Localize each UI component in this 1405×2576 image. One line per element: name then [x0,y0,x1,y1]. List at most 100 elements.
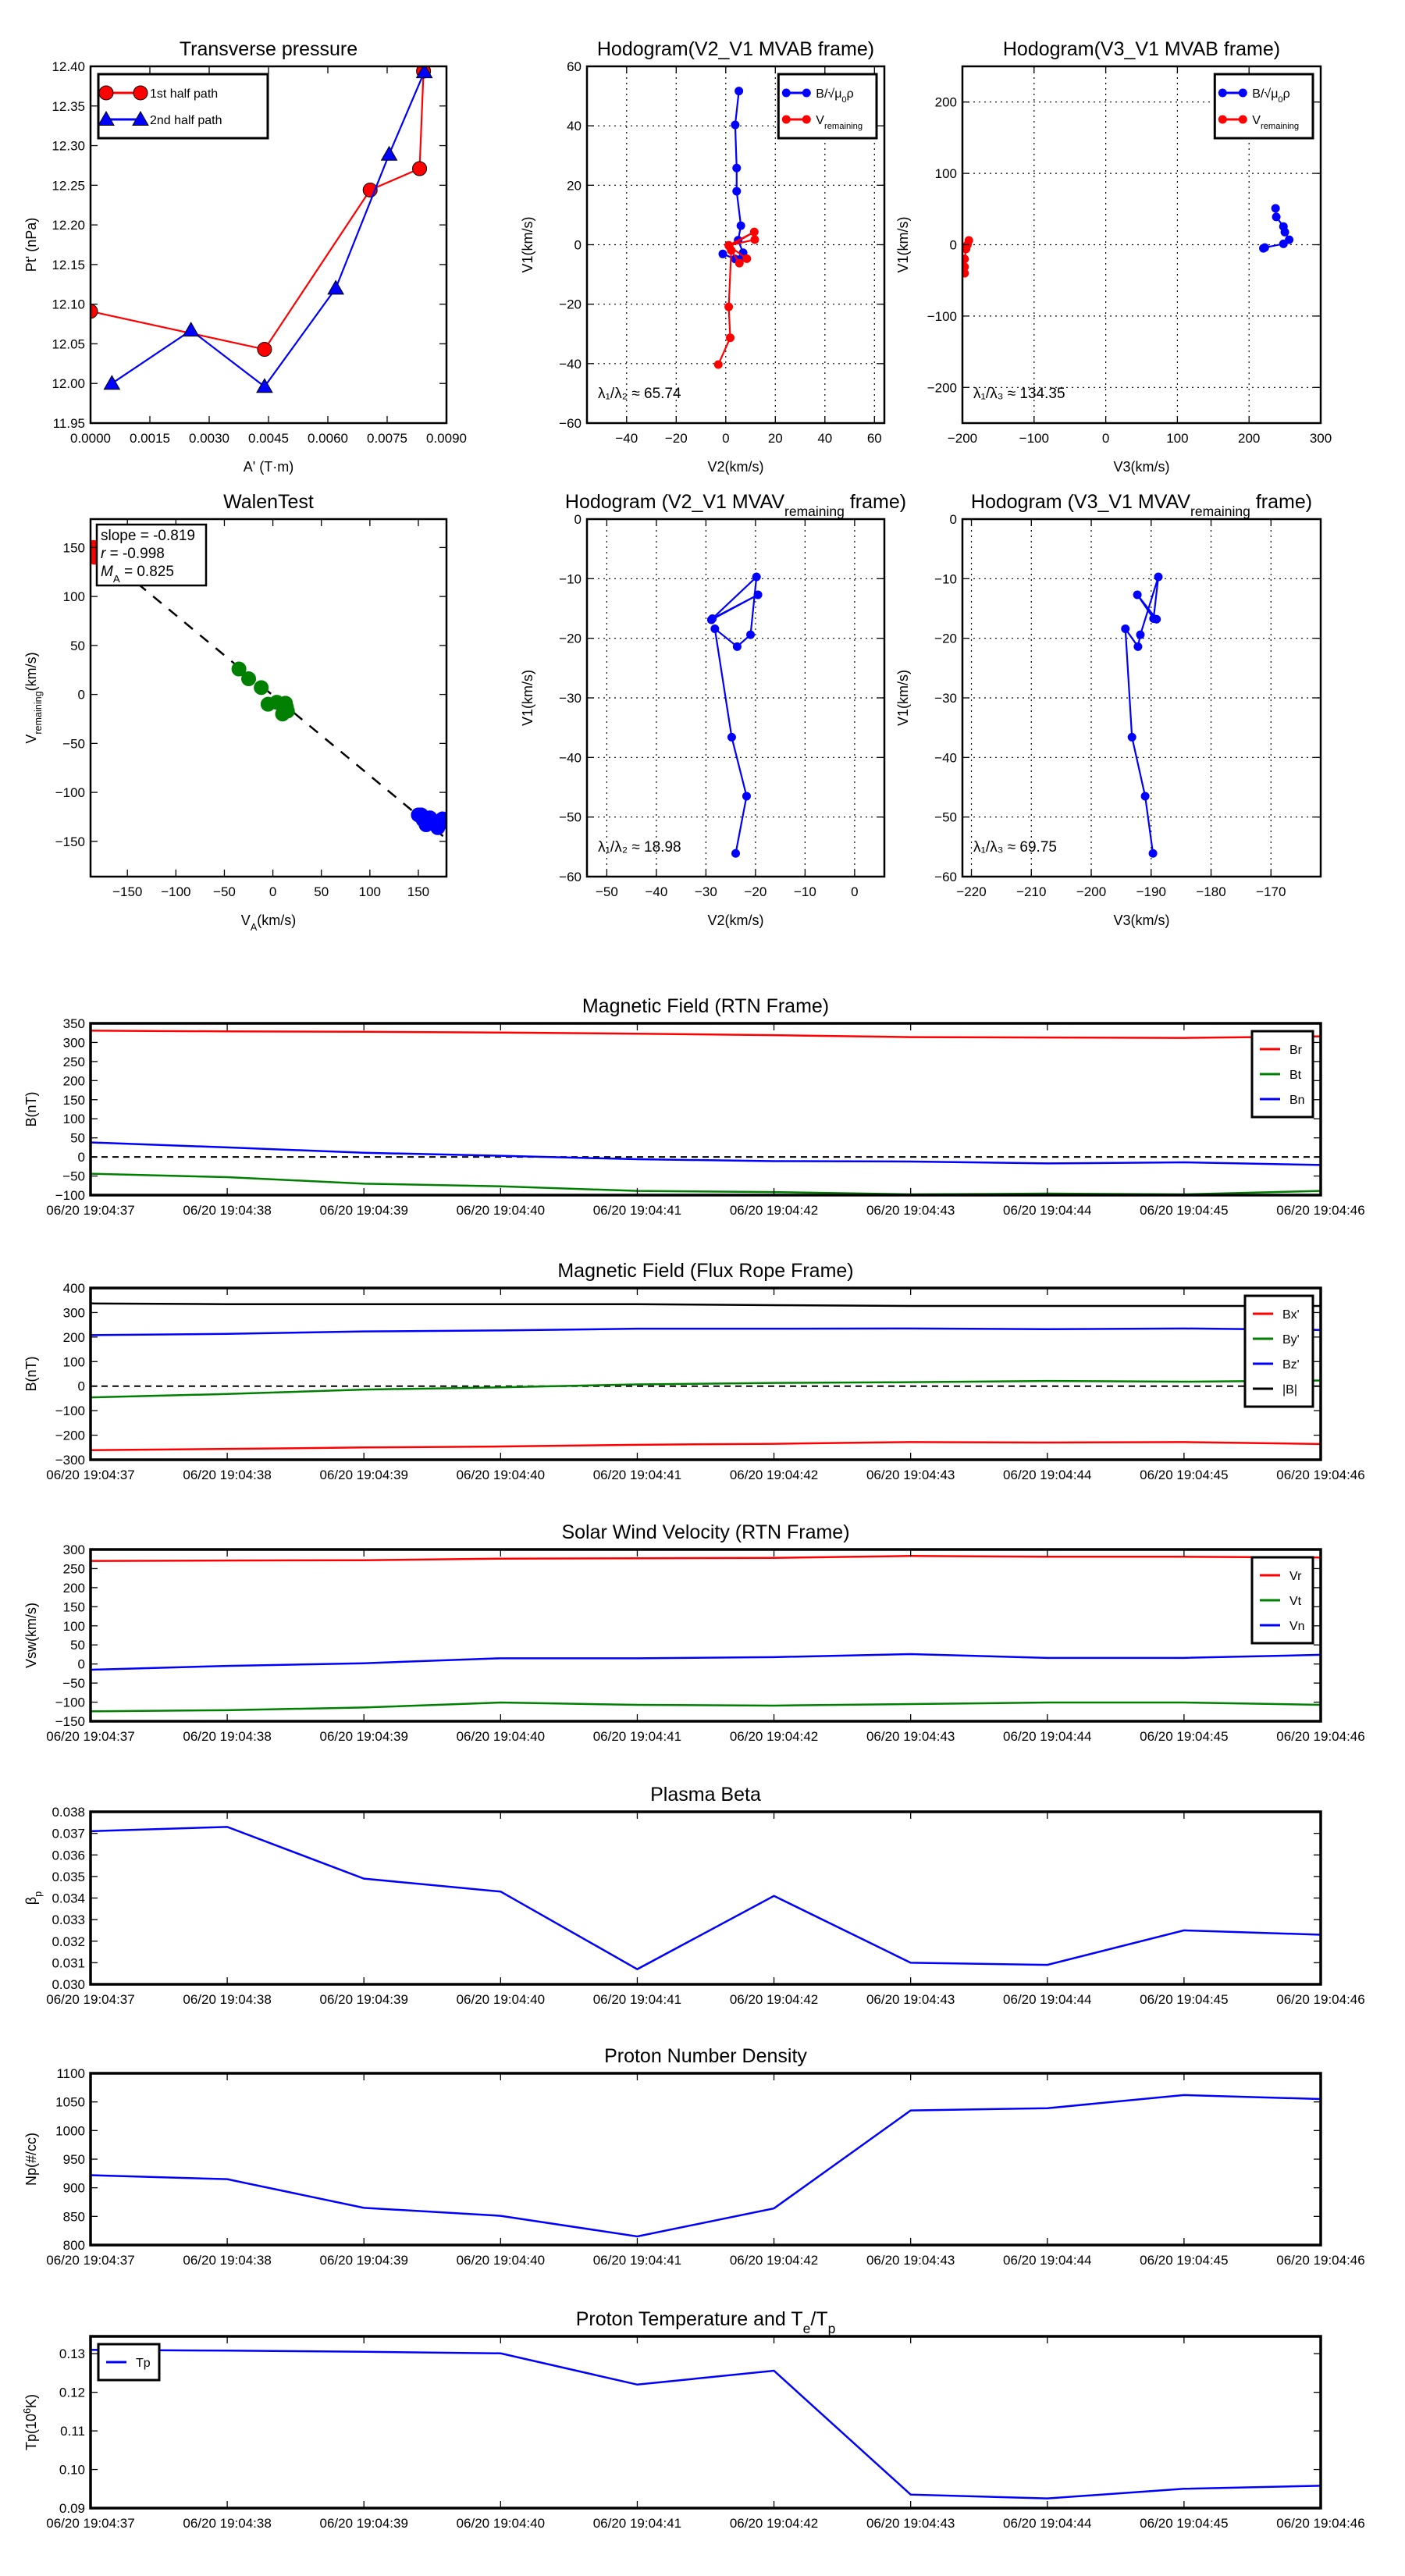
chart-title: Magnetic Field (Flux Rope Frame) [557,1260,853,1282]
y-tick-label: 200 [63,1581,85,1596]
data-point [412,161,428,176]
plot-frame [89,1810,1322,1986]
text-part: A [113,573,120,585]
y-tick-label: 0.031 [52,1955,85,1970]
chart-title: Hodogram (V3_V1 MVAVremaining frame) [971,491,1312,519]
y-axis-label: B(nT) [23,1092,39,1127]
stats-line: r = -0.998 [101,546,165,562]
data-point [1133,642,1143,651]
series-line-0 [1124,576,1160,854]
text-part: r [101,546,106,562]
y-tick-label: 0.12 [59,2386,85,2400]
plot-frame [961,518,1322,878]
x-tick-label: 06/20 19:04:41 [593,1468,681,1482]
chart-title: Hodogram(V2_V1 MVAB frame) [597,38,874,60]
legend-marker [781,88,791,98]
legend-marker [1238,115,1247,124]
legend-marker [1238,88,1247,98]
y-tick-label: 0 [78,688,85,703]
chart-title: Transverse pressure [180,38,357,60]
x-tick-label: −200 [948,431,977,446]
data-point [1279,239,1288,248]
x-axis-label: V2(km/s) [708,913,764,928]
y-tick-label: 12.40 [52,59,85,74]
legend-label: Vr [1289,1570,1302,1583]
chart-plasma-beta: 06/20 19:04:37 06/20 19:04:38 06/20 19:04:… [23,1784,1365,2007]
text-part: frame) [1250,491,1312,513]
x-tick-label: 06/20 19:04:46 [1276,1729,1364,1744]
chart-magnetic-field-flux-rope: 06/20 19:04:37 06/20 19:04:38 06/20 19:04:… [23,1260,1365,1482]
fit-line [91,543,446,840]
x-tick-label: 06/20 19:04:39 [319,2253,407,2268]
x-tick-label: −10 [794,884,816,899]
plot-area [713,87,759,369]
data-point [1136,630,1145,639]
legend-label: Bx' [1282,1308,1300,1322]
x-tick-label: 06/20 19:04:45 [1140,1468,1228,1482]
data-point [749,227,759,237]
x-tick-label: 0.0060 [308,431,348,446]
plot-frame [89,518,448,878]
x-tick-label: 0.0045 [248,431,289,446]
y-axis-label: V1(km/s) [895,670,911,726]
y-tick-label: −40 [559,357,582,372]
legend: B/√μ0ρ Vremaining [1213,73,1314,140]
legend: B/√μ0ρ Vremaining [777,73,878,140]
x-tick-label: 06/20 19:04:39 [319,2516,407,2531]
x-tick-label: 06/20 19:04:40 [457,1203,545,1218]
text-part: (km/s) [257,913,296,928]
data-point [231,661,247,677]
data-point [1259,244,1268,253]
series-line-0 [91,1555,1321,1562]
x-tick-label: 0.0090 [426,431,467,446]
x-tick-label: 06/20 19:04:43 [866,1203,955,1218]
data-point [380,145,398,161]
data-point [1272,212,1281,222]
y-axis-label: V1(km/s) [520,670,535,726]
y-tick-label: 0.11 [60,2424,85,2439]
y-tick-label: 950 [63,2152,85,2167]
data-point [1133,590,1142,600]
x-tick-label: 06/20 19:04:44 [1003,1468,1091,1482]
series-line-0 [91,1441,1321,1451]
y-tick-label: −50 [934,810,957,825]
series-line-1 [111,71,425,388]
chart-title: Solar Wind Velocity (RTN Frame) [561,1521,849,1543]
y-tick-label: −30 [559,691,582,706]
y-tick-label: 0 [78,1657,85,1672]
y-tick-label: 0.032 [52,1934,85,1949]
x-tick-label: 06/20 19:04:42 [730,2253,818,2268]
y-axis-label: βp [23,1891,44,1905]
x-tick-label: 20 [768,431,783,446]
chart-hodogram-v2-v1-mvab: −40 −20 0 20 40 60 −60 −40 −20 0 20 40 60 Hodogram(V2… [520,38,886,475]
data-point [736,221,745,230]
x-tick-label: 50 [314,884,329,899]
data-point [753,590,763,600]
x-tick-label: 06/20 19:04:46 [1276,2253,1364,2268]
x-tick-label: 06/20 19:04:40 [457,1992,545,2007]
y-tick-label: 400 [63,1281,85,1296]
legend-box [1243,1294,1314,1408]
y-tick-label: −10 [934,571,957,586]
x-tick-label: 06/20 19:04:44 [1003,1729,1091,1744]
x-tick-label: 06/20 19:04:42 [730,1203,818,1218]
text-part: V [241,913,251,928]
y-tick-label: 0.10 [59,2463,85,2478]
series-line-0 [91,1826,1321,1971]
plot-area [91,1030,1321,1195]
series-line-1 [717,231,756,365]
x-tick-label: 06/20 19:04:39 [319,1729,407,1744]
legend-marker [1218,88,1227,98]
y-tick-label: −40 [559,750,582,765]
y-tick-label: 800 [63,2238,85,2253]
series-line-0 [91,2094,1321,2238]
legend-marker [802,88,811,98]
legend-label: Br [1289,1044,1303,1057]
data-point [182,322,200,337]
y-tick-label: 0.030 [52,1977,85,1992]
data-point [415,66,433,79]
x-tick-label: 06/20 19:04:42 [730,1992,818,2007]
text-part: β [23,1897,39,1905]
legend-label: Vremaining [816,114,863,131]
data-point [418,810,433,826]
